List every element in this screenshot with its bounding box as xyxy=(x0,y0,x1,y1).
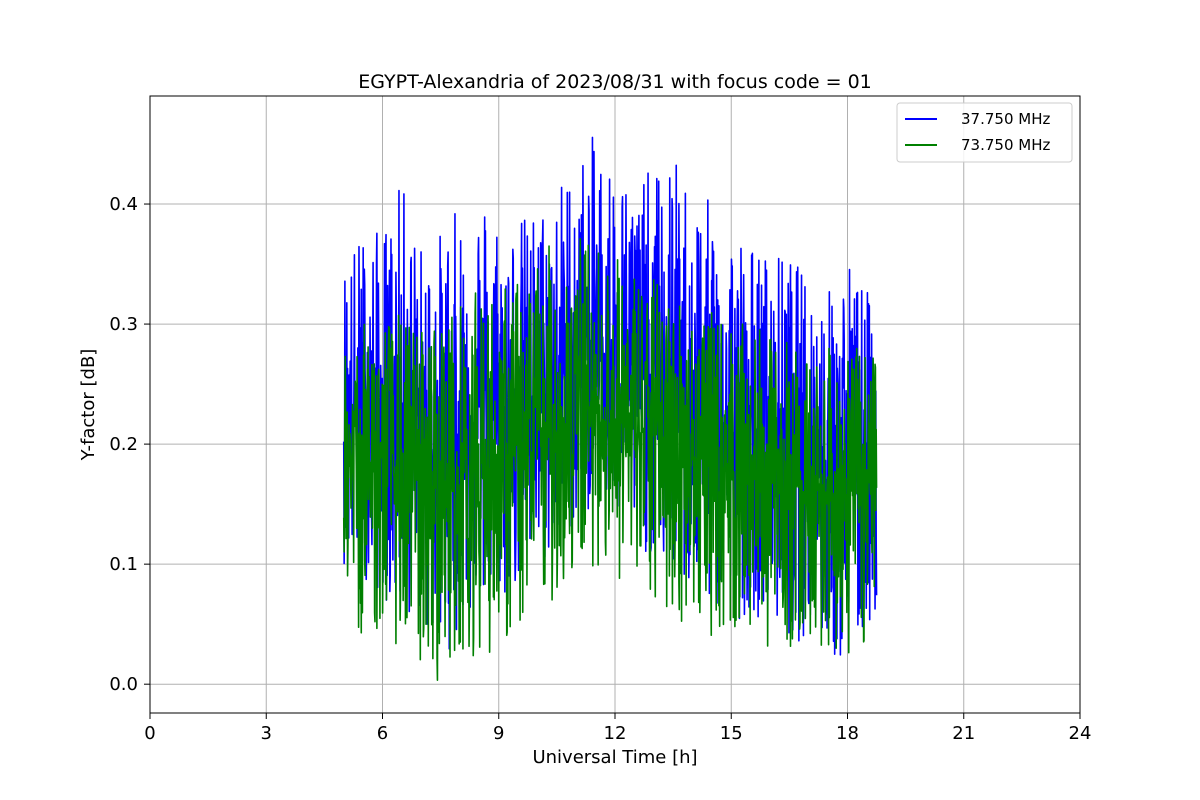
legend-label: 73.750 MHz xyxy=(961,136,1050,154)
chart-title: EGYPT-Alexandria of 2023/08/31 with focu… xyxy=(358,71,872,93)
y-tick-label: 0.1 xyxy=(109,554,138,575)
series-line-2 xyxy=(342,238,878,681)
x-tick-label: 3 xyxy=(261,723,272,744)
x-tick-label: 0 xyxy=(144,723,155,744)
x-axis-label: Universal Time [h] xyxy=(532,747,697,768)
x-tick-label: 12 xyxy=(604,723,627,744)
x-tick-label: 21 xyxy=(952,723,975,744)
y-tick-label: 0.4 xyxy=(109,194,138,215)
legend: 37.750 MHz 73.750 MHz xyxy=(896,102,1073,163)
legend-box xyxy=(896,102,1073,163)
x-tick-label: 15 xyxy=(720,723,743,744)
y-tick-label: 0.0 xyxy=(109,674,138,695)
legend-label: 37.750 MHz xyxy=(961,110,1050,128)
series-layer xyxy=(342,136,878,681)
y-axis-label: Y-factor [dB] xyxy=(78,349,99,462)
x-tick-label: 6 xyxy=(377,723,388,744)
y-tick-label: 0.3 xyxy=(109,314,138,335)
x-tick-label: 9 xyxy=(493,723,504,744)
tick-layer: 0 3 6 9 12 15 18 21 24 0.0 0.1 0.2 0.3 0.4 xyxy=(109,194,1091,744)
y-tick-label: 0.2 xyxy=(109,434,138,455)
x-tick-label: 24 xyxy=(1069,723,1092,744)
x-tick-label: 18 xyxy=(836,723,859,744)
